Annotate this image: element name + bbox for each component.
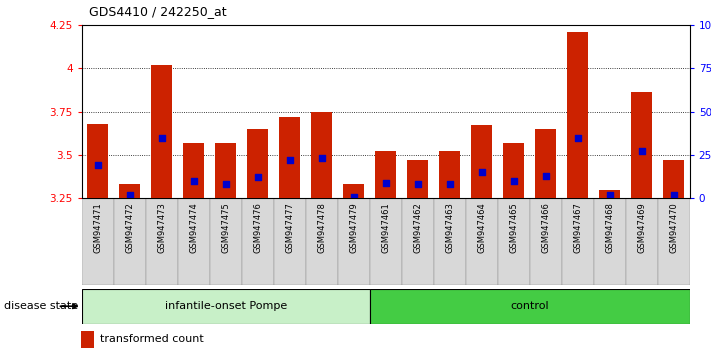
Bar <box>567 32 588 198</box>
Bar <box>114 198 146 285</box>
Bar <box>247 129 268 198</box>
Bar <box>242 198 274 285</box>
Point <box>316 155 327 161</box>
Text: GSM947476: GSM947476 <box>253 202 262 253</box>
Bar <box>82 289 370 324</box>
Point <box>508 178 519 184</box>
Bar <box>215 143 236 198</box>
Bar <box>530 198 562 285</box>
Point <box>380 180 391 185</box>
Point <box>668 192 680 198</box>
Bar <box>146 198 178 285</box>
Text: transformed count: transformed count <box>100 335 204 344</box>
Point <box>284 157 296 163</box>
Bar <box>503 143 524 198</box>
Text: GSM947468: GSM947468 <box>605 202 614 253</box>
Bar <box>594 198 626 285</box>
Bar <box>87 124 108 198</box>
Text: GSM947469: GSM947469 <box>637 202 646 253</box>
Bar <box>183 143 204 198</box>
Point <box>444 182 455 187</box>
Point <box>540 173 552 178</box>
Text: GSM947474: GSM947474 <box>189 202 198 253</box>
Text: GSM947473: GSM947473 <box>157 202 166 253</box>
Bar <box>151 65 172 198</box>
Point <box>92 162 104 168</box>
Text: infantile-onset Pompe: infantile-onset Pompe <box>165 301 287 311</box>
Text: GSM947470: GSM947470 <box>669 202 678 253</box>
Text: control: control <box>510 301 549 311</box>
Bar <box>658 198 690 285</box>
Point <box>252 175 264 180</box>
Bar <box>663 160 684 198</box>
Bar <box>343 184 364 198</box>
Text: GSM947464: GSM947464 <box>477 202 486 253</box>
Text: GSM947477: GSM947477 <box>285 202 294 253</box>
Text: GSM947466: GSM947466 <box>541 202 550 253</box>
Bar <box>311 112 332 198</box>
Bar <box>631 92 652 198</box>
Bar <box>274 198 306 285</box>
Text: GSM947479: GSM947479 <box>349 202 358 253</box>
Bar <box>370 289 690 324</box>
Point <box>476 170 487 175</box>
Bar <box>535 129 556 198</box>
Bar <box>82 198 114 285</box>
Bar <box>81 331 94 348</box>
Text: disease state: disease state <box>4 301 78 311</box>
Text: GSM947471: GSM947471 <box>93 202 102 253</box>
Bar <box>338 198 370 285</box>
Point <box>636 149 648 154</box>
Bar <box>498 198 530 285</box>
Text: GSM947475: GSM947475 <box>221 202 230 253</box>
Text: GSM947463: GSM947463 <box>445 202 454 253</box>
Point <box>412 182 424 187</box>
Bar <box>375 152 396 198</box>
Bar <box>306 198 338 285</box>
Point <box>220 182 232 187</box>
Text: GSM947478: GSM947478 <box>317 202 326 253</box>
Text: GSM947467: GSM947467 <box>573 202 582 253</box>
Bar <box>370 198 402 285</box>
Bar <box>210 198 242 285</box>
Point <box>572 135 583 140</box>
Text: GSM947462: GSM947462 <box>413 202 422 253</box>
Bar <box>402 198 434 285</box>
Bar <box>626 198 658 285</box>
Bar <box>562 198 594 285</box>
Point <box>156 135 168 140</box>
Bar <box>434 198 466 285</box>
Bar <box>471 125 492 198</box>
Text: GDS4410 / 242250_at: GDS4410 / 242250_at <box>89 5 227 18</box>
Text: GSM947465: GSM947465 <box>509 202 518 253</box>
Bar <box>407 160 428 198</box>
Point <box>124 192 135 198</box>
Point <box>348 194 359 199</box>
Bar <box>279 117 300 198</box>
Point <box>604 192 616 198</box>
Bar <box>178 198 210 285</box>
Bar <box>599 190 620 198</box>
Bar <box>439 152 460 198</box>
Text: GSM947472: GSM947472 <box>125 202 134 253</box>
Bar <box>466 198 498 285</box>
Point <box>188 178 199 184</box>
Bar <box>119 184 140 198</box>
Text: GSM947461: GSM947461 <box>381 202 390 253</box>
